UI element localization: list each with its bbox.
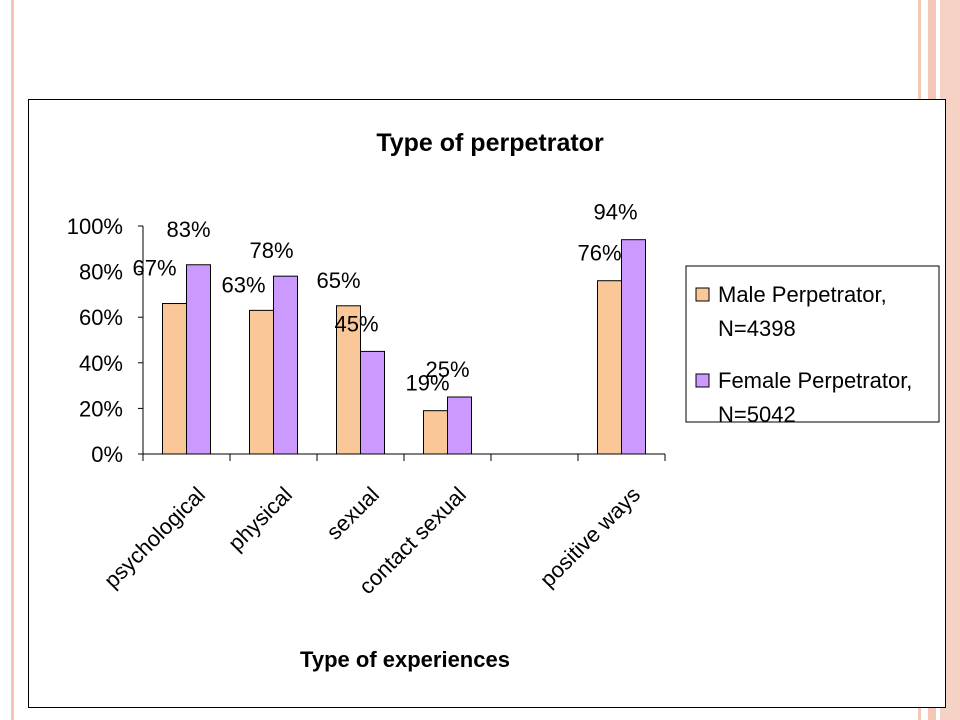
legend-label: Male Perpetrator, N=4398 bbox=[718, 282, 887, 341]
data-label: 63% bbox=[221, 272, 265, 297]
y-tick-label: 40% bbox=[79, 351, 123, 376]
data-label: 25% bbox=[425, 357, 469, 382]
legend-swatch bbox=[695, 287, 710, 302]
y-tick-label: 100% bbox=[67, 214, 123, 239]
chart-title: Type of perpetrator bbox=[376, 129, 604, 157]
bar bbox=[336, 305, 361, 455]
bar bbox=[423, 410, 448, 455]
x-tick-label: sexual bbox=[321, 482, 384, 545]
legend: Male Perpetrator, N=4398 Female Perpetrato… bbox=[685, 265, 940, 427]
data-label: 45% bbox=[334, 311, 378, 336]
legend-label: Female Perpetrator, N=5042 bbox=[718, 368, 912, 427]
y-tick-label: 80% bbox=[79, 260, 123, 285]
x-tick-label: positive ways bbox=[535, 482, 645, 592]
data-label: 19% bbox=[405, 371, 449, 396]
y-tick-label: 60% bbox=[79, 305, 123, 330]
data-label: 76% bbox=[577, 241, 621, 266]
x-tick-label: physical bbox=[223, 482, 297, 556]
bar bbox=[360, 350, 385, 455]
x-axis-label: Type of experiences bbox=[300, 647, 510, 672]
legend-label-line: Male Perpetrator, bbox=[718, 282, 887, 307]
data-label: 67% bbox=[132, 256, 176, 281]
data-label: 94% bbox=[593, 200, 637, 225]
legend-box bbox=[685, 265, 940, 423]
data-label: 65% bbox=[316, 268, 360, 293]
legend-label-line: N=5042 bbox=[718, 402, 796, 427]
bar bbox=[273, 275, 298, 455]
bar bbox=[249, 309, 274, 455]
data-label: 78% bbox=[249, 238, 293, 263]
x-tick-label: psychological bbox=[99, 482, 210, 593]
bar bbox=[162, 303, 187, 455]
bar bbox=[447, 396, 472, 455]
bar bbox=[597, 280, 622, 455]
legend-label-line: Female Perpetrator, bbox=[718, 368, 912, 393]
legend-label-line: N=4398 bbox=[718, 316, 796, 341]
bar bbox=[186, 264, 211, 455]
legend-swatch bbox=[695, 373, 710, 388]
slide-border-left bbox=[11, 0, 14, 720]
y-tick-label: 20% bbox=[79, 396, 123, 421]
y-tick-label: 0% bbox=[91, 442, 123, 467]
data-label: 83% bbox=[166, 217, 210, 242]
bar bbox=[621, 239, 646, 455]
